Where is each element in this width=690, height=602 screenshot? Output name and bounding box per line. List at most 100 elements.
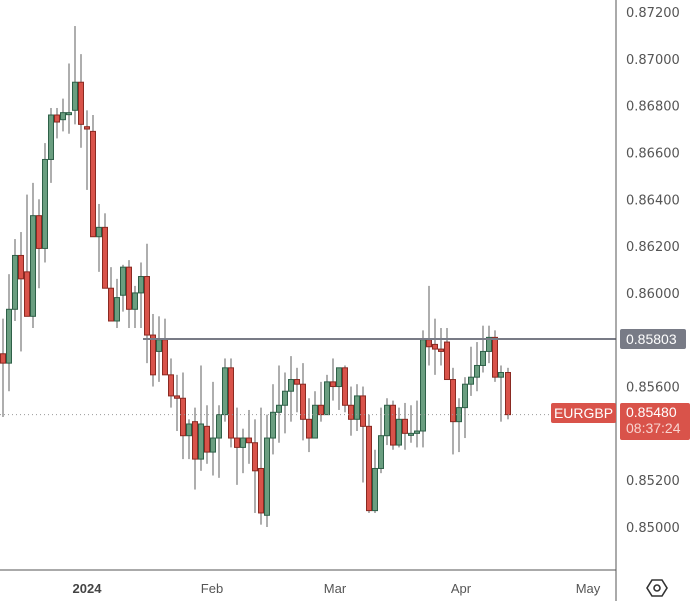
- bearish-candle: [192, 421, 198, 460]
- bearish-candle: [366, 425, 372, 512]
- bearish-candle: [246, 437, 252, 444]
- bullish-candle: [132, 292, 138, 310]
- bullish-candle: [378, 435, 384, 469]
- bullish-candle: [324, 381, 330, 416]
- bullish-candle: [120, 266, 126, 296]
- bearish-candle: [294, 379, 300, 385]
- bearish-candle: [258, 467, 264, 514]
- bullish-candle: [282, 390, 288, 406]
- bullish-candle: [12, 254, 18, 310]
- bullish-candle: [408, 432, 414, 436]
- bullish-candle: [186, 423, 192, 437]
- bullish-candle: [48, 114, 54, 160]
- bullish-candle: [156, 339, 162, 352]
- bearish-candle: [444, 341, 450, 381]
- bearish-candle: [102, 226, 108, 289]
- bullish-candle: [42, 158, 48, 249]
- bullish-candle: [210, 437, 216, 453]
- bearish-candle: [234, 437, 240, 448]
- bearish-candle: [390, 404, 396, 446]
- bearish-candle: [330, 381, 336, 388]
- bullish-candle: [222, 367, 228, 416]
- bullish-candle: [264, 437, 270, 516]
- bearish-candle: [438, 348, 444, 352]
- price-tick-label: 0.87200: [626, 6, 680, 21]
- bearish-candle: [90, 130, 96, 238]
- bullish-candle: [288, 379, 294, 392]
- bullish-candle: [216, 414, 222, 439]
- symbol-label: EURGBP: [551, 403, 616, 423]
- bearish-candle: [0, 353, 6, 364]
- bearish-candle: [108, 287, 114, 322]
- bullish-candle: [66, 112, 72, 116]
- price-tick-label: 0.86600: [626, 146, 680, 161]
- last-price-label: 0.85480 08:37:24: [620, 403, 690, 440]
- bar-countdown: 08:37:24: [626, 420, 681, 436]
- bearish-candle: [402, 418, 408, 434]
- bearish-candle: [18, 254, 24, 280]
- bullish-candle: [384, 404, 390, 437]
- bullish-candle: [96, 226, 102, 238]
- hexagon-settings-icon: [646, 579, 668, 597]
- price-axis[interactable]: 0.87200 0.87000 0.86800 0.86600 0.86400 0.862…: [626, 6, 680, 536]
- bearish-candle: [126, 266, 132, 310]
- bearish-candle: [24, 271, 30, 317]
- bearish-candle: [180, 397, 186, 437]
- bullish-candle: [468, 376, 474, 385]
- bullish-candle: [198, 423, 204, 460]
- horizontal-level-price-label: 0.85803: [620, 329, 686, 349]
- last-price-value: 0.85480: [626, 404, 677, 420]
- price-tick-label: 0.87000: [626, 53, 680, 68]
- time-axis[interactable]: 2024 Feb Mar Apr May: [73, 581, 601, 596]
- bearish-candle: [78, 81, 84, 125]
- bearish-candle: [360, 395, 366, 427]
- bearish-candle: [150, 334, 156, 376]
- bearish-candle: [252, 442, 258, 472]
- bearish-candle: [342, 367, 348, 406]
- bullish-candle: [60, 112, 66, 121]
- bearish-candle: [168, 374, 174, 397]
- bullish-candle: [240, 437, 246, 448]
- price-tick-label: 0.86000: [626, 287, 680, 302]
- bullish-candle: [420, 339, 426, 432]
- bearish-candle: [204, 425, 210, 453]
- time-tick-label: Mar: [324, 581, 347, 596]
- price-tick-label: 0.85000: [626, 521, 680, 536]
- bullish-candle: [276, 404, 282, 413]
- price-tick-label: 0.85200: [626, 474, 680, 489]
- bullish-candle: [114, 297, 120, 322]
- price-tick-label: 0.86200: [626, 240, 680, 255]
- bearish-candle: [426, 339, 432, 348]
- bullish-candle: [474, 364, 480, 378]
- chart-settings-button[interactable]: [646, 578, 668, 598]
- price-tick-label: 0.86400: [626, 193, 680, 208]
- time-tick-label: Apr: [451, 581, 472, 596]
- bullish-candle: [414, 430, 420, 434]
- bearish-candle: [318, 404, 324, 416]
- bearish-candle: [505, 371, 511, 416]
- time-tick-label: May: [576, 581, 601, 596]
- bullish-candle: [372, 467, 378, 512]
- bearish-candle: [348, 404, 354, 420]
- bullish-candle: [396, 418, 402, 446]
- bullish-candle: [312, 404, 318, 439]
- bullish-candle: [486, 336, 492, 352]
- bullish-candle: [336, 367, 342, 388]
- bearish-candle: [144, 276, 150, 336]
- bearish-candle: [492, 336, 498, 378]
- bearish-candle: [300, 383, 306, 420]
- bearish-candle: [174, 395, 180, 399]
- bullish-candle: [72, 81, 78, 111]
- bearish-candle: [36, 215, 42, 249]
- bullish-candle: [498, 371, 504, 378]
- bearish-candle: [432, 343, 438, 350]
- bearish-candle: [162, 339, 168, 376]
- bearish-candle: [306, 418, 312, 439]
- bearish-candle: [228, 367, 234, 439]
- price-tick-label: 0.85600: [626, 381, 680, 396]
- bullish-candle: [6, 308, 12, 364]
- bearish-candle: [54, 114, 60, 123]
- bullish-candle: [30, 215, 36, 317]
- bearish-candle: [450, 379, 456, 423]
